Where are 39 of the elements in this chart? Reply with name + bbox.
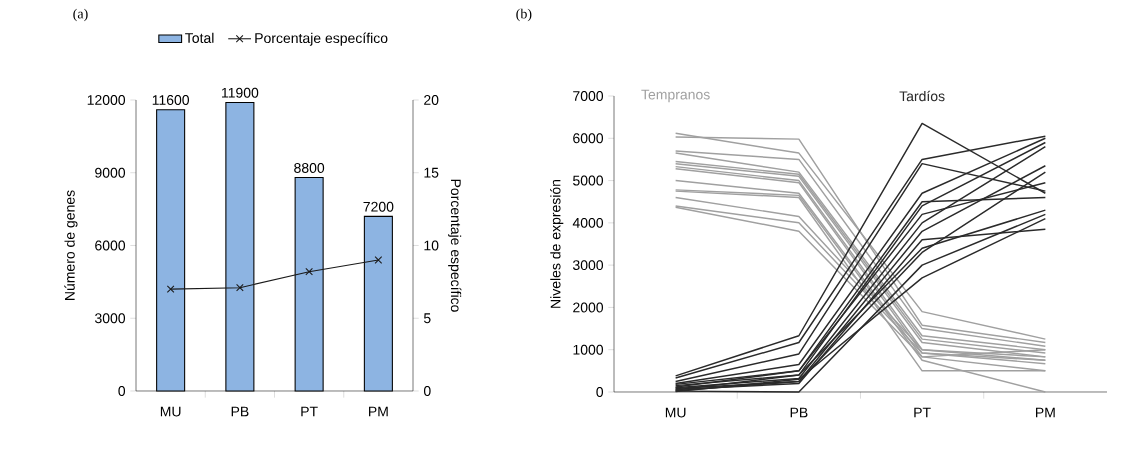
x-tick-label: PT	[914, 407, 931, 418]
data-label: 8800	[294, 162, 325, 173]
x-tick-label: PB	[231, 406, 249, 417]
x-tick-label: PM	[369, 406, 388, 417]
y2-axis-title: Porcentaje específico	[448, 179, 462, 312]
y2-tick-label: 10	[424, 240, 439, 251]
x-tick-label: MU	[665, 407, 686, 418]
y-tick-label: 3000	[94, 313, 126, 324]
y-tick-label: 2000	[573, 302, 604, 313]
y2-tick-label: 15	[424, 167, 439, 178]
y2-tick-label: 0	[423, 386, 431, 396]
y-tick-label: 0	[118, 386, 126, 396]
y-tick-label: 9000	[95, 167, 126, 178]
x-tick-label: MU	[160, 406, 181, 417]
series-label: Tardíos	[899, 90, 945, 102]
x-tick-label: PM	[1036, 407, 1055, 418]
y-tick-label: 6000	[573, 133, 604, 144]
y-tick-label: 3000	[572, 260, 604, 271]
y-tick-label: 12000	[87, 95, 126, 105]
legend-label: Porcentaje específico	[255, 32, 388, 46]
y-tick-label: 0	[596, 387, 604, 397]
chart-title: (a)	[73, 8, 88, 22]
y2-tick-label: 5	[423, 313, 431, 324]
data-label: 7200	[363, 201, 394, 212]
x-tick-label: PT	[301, 406, 318, 417]
legend-label: Total	[185, 32, 214, 43]
y-tick-label: 5000	[573, 175, 604, 186]
text: Tempranos	[641, 89, 710, 103]
x-tick-label: PB	[790, 407, 808, 418]
y2-tick-label: 20	[424, 95, 439, 105]
data-label: 11600	[152, 95, 190, 105]
y-axis-title: Número de genes	[64, 190, 78, 300]
y-tick-label: 6000	[95, 240, 126, 251]
y-tick-label: 1000	[573, 344, 604, 355]
y-tick-label: 4000	[572, 217, 604, 228]
y-tick-label: 7000	[573, 91, 604, 101]
y-axis-title: Niveles de expresión	[550, 179, 564, 308]
chart-title: (b)	[516, 8, 532, 22]
data-label: 11900	[222, 87, 259, 98]
